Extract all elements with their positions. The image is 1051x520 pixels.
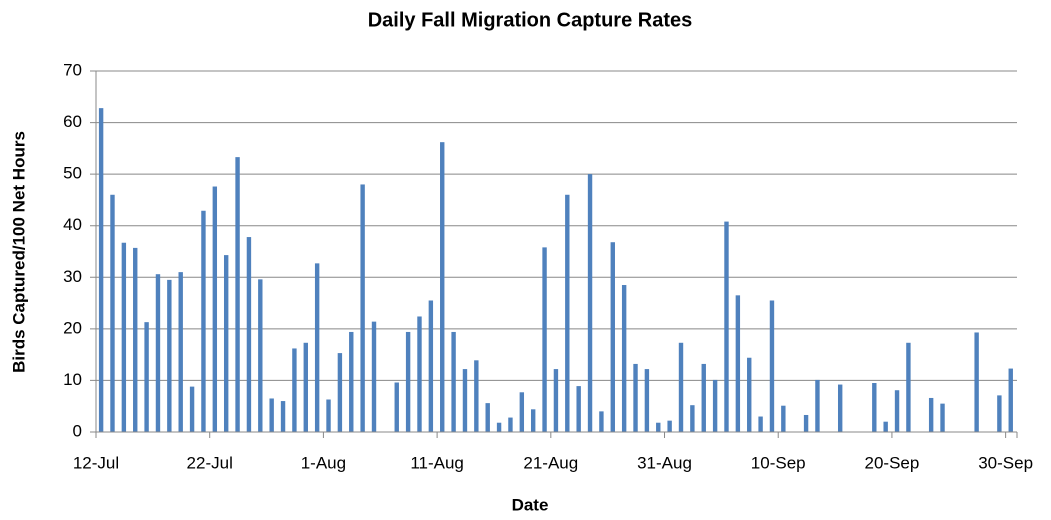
bar	[303, 342, 308, 432]
bar	[553, 369, 559, 432]
bar	[485, 403, 490, 432]
bar	[940, 403, 945, 432]
bar	[314, 263, 320, 432]
bar	[337, 353, 343, 432]
bar	[405, 331, 411, 432]
x-tick-label: 30-Sep	[978, 453, 1033, 472]
bar	[667, 420, 672, 432]
bar	[371, 321, 377, 432]
x-tick-label: 11-Aug	[410, 453, 464, 472]
bar	[167, 279, 172, 432]
bar	[872, 383, 877, 432]
y-tick-label: 0	[73, 421, 82, 440]
x-tick-label: 12-Jul	[73, 453, 119, 472]
bar	[121, 242, 127, 432]
y-tick-label: 30	[63, 267, 82, 286]
bar	[496, 422, 502, 432]
bar	[997, 395, 1002, 432]
chart-title: Daily Fall Migration Capture Rates	[368, 9, 693, 31]
bar	[906, 342, 911, 432]
x-axis-label: Date	[512, 495, 549, 514]
bar	[326, 399, 331, 432]
bar	[712, 379, 718, 432]
y-tick-label: 60	[63, 112, 82, 131]
bar	[269, 398, 274, 432]
bar	[701, 363, 706, 432]
bar	[530, 409, 536, 432]
bar	[155, 274, 161, 432]
bar	[656, 422, 661, 432]
bar	[837, 384, 843, 432]
bar	[803, 414, 809, 432]
bar	[542, 247, 547, 432]
bar	[883, 421, 888, 432]
bar	[815, 379, 820, 432]
bar	[758, 416, 763, 432]
bar	[781, 405, 786, 432]
bar	[621, 285, 627, 432]
bar	[587, 174, 593, 432]
bar	[724, 221, 729, 432]
bar	[735, 295, 741, 432]
bar	[599, 411, 604, 432]
bar	[246, 237, 252, 432]
y-tick-label: 20	[63, 318, 82, 337]
bar	[223, 255, 229, 432]
x-tick-label: 20-Sep	[865, 453, 920, 472]
bar	[349, 331, 354, 432]
bar	[565, 194, 570, 432]
bar	[212, 186, 218, 432]
bar	[519, 392, 525, 432]
bar	[417, 316, 422, 432]
bar	[292, 348, 297, 432]
x-tick-label: 22-Jul	[187, 453, 233, 472]
bar	[428, 300, 434, 432]
bar	[189, 386, 195, 432]
bar	[690, 405, 695, 432]
bar	[235, 157, 240, 433]
x-tick-label: 1-Aug	[301, 453, 346, 472]
bar	[508, 417, 513, 432]
bar	[678, 342, 684, 432]
bar	[394, 382, 399, 432]
x-tick-label: 31-Aug	[637, 453, 692, 472]
bar	[1008, 368, 1013, 432]
bar	[360, 184, 365, 432]
bar	[474, 360, 479, 432]
bar	[928, 397, 934, 432]
bar	[644, 369, 650, 432]
bar	[747, 357, 752, 432]
bar	[144, 322, 149, 432]
x-tick-label: 10-Sep	[751, 453, 806, 472]
bar	[201, 210, 206, 432]
y-tick-label: 40	[63, 215, 82, 234]
y-tick-label: 10	[63, 370, 82, 389]
bar	[974, 332, 979, 432]
bar	[769, 300, 775, 432]
bar	[610, 242, 615, 432]
y-axis-label: Birds Captured/100 Net Hours	[9, 131, 28, 373]
bar	[133, 247, 138, 432]
y-tick-label: 70	[63, 60, 82, 79]
bar	[633, 363, 638, 432]
y-tick-label: 50	[63, 164, 82, 183]
bar	[98, 108, 104, 432]
bar	[440, 142, 445, 432]
bar	[110, 194, 115, 432]
bar	[576, 386, 581, 432]
bar	[451, 331, 456, 432]
bar	[280, 401, 286, 432]
bar	[258, 279, 263, 432]
bar	[894, 390, 900, 432]
x-tick-label: 21-Aug	[523, 453, 578, 472]
bar	[178, 272, 183, 432]
bar	[462, 369, 468, 432]
